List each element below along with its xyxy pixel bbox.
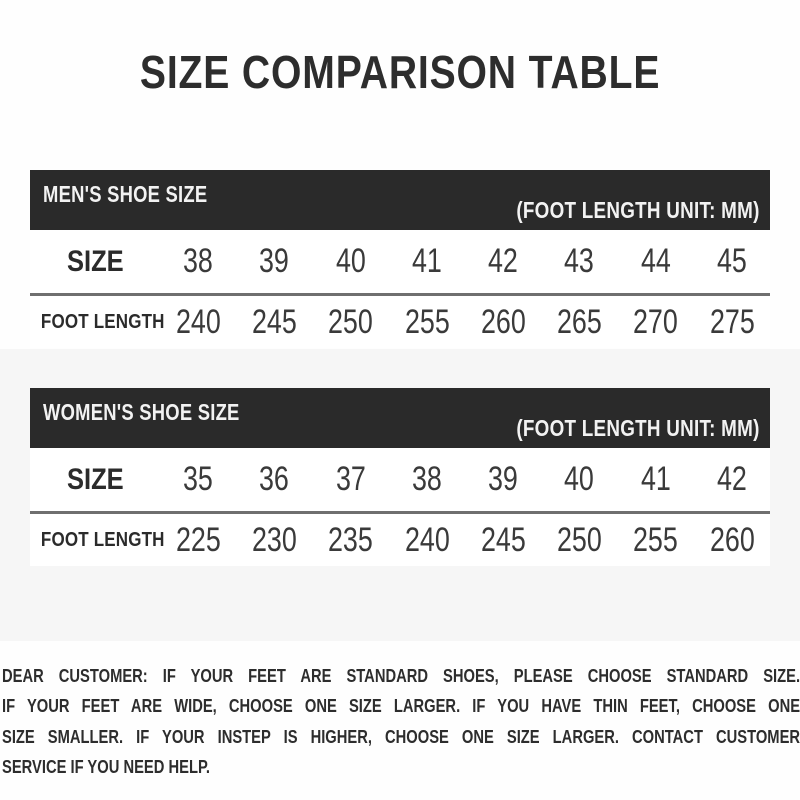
size-cell: 39: [488, 460, 519, 498]
foot-length-label: FOOT LENGTH: [40, 310, 165, 333]
foot-length-cell: 245: [251, 302, 297, 341]
size-cell: 40: [564, 460, 595, 498]
foot-length-cell: 275: [709, 302, 755, 341]
mens-unit-note: (FOOT LENGTH UNIT: MM): [516, 197, 760, 223]
size-cell: 38: [183, 242, 214, 280]
customer-note-line: IF YOUR FEET ARE WIDE, CHOOSE ONE SIZE L…: [2, 696, 800, 717]
foot-length-cell: 240: [175, 302, 221, 341]
size-cell: 41: [640, 460, 671, 498]
mens-table-header: MEN'S SHOE SIZE (FOOT LENGTH UNIT: MM): [30, 170, 770, 230]
foot-length-label: FOOT LENGTH: [40, 528, 165, 551]
foot-length-cell: 260: [480, 302, 526, 341]
customer-note-line: DEAR CUSTOMER: IF YOUR FEET ARE STANDARD…: [2, 666, 800, 686]
foot-length-cell: 260: [709, 520, 755, 559]
size-cell: 42: [488, 242, 519, 280]
foot-length-cell: 250: [556, 520, 602, 559]
womens-size-row-label: SIZE: [30, 463, 160, 497]
mens-size-row-label: SIZE: [30, 245, 160, 279]
womens-foot-length-row: FOOT LENGTH 225 230 235 240 245 250 255 …: [30, 514, 770, 566]
size-cell: 35: [183, 460, 214, 498]
foot-length-cell: 255: [404, 302, 450, 341]
size-cell: 45: [716, 242, 747, 280]
foot-length-cell: 245: [480, 520, 526, 559]
womens-size-row: SIZE 35 36 37 38 39 40 41 42: [30, 448, 770, 514]
foot-length-cell: 250: [328, 302, 374, 341]
mens-size-table: MEN'S SHOE SIZE (FOOT LENGTH UNIT: MM) S…: [30, 170, 770, 348]
foot-length-cell: 240: [404, 520, 450, 559]
foot-length-cell: 270: [633, 302, 679, 341]
foot-length-cell: 265: [556, 302, 602, 341]
page-title-text: SIZE COMPARISON TABLE: [139, 46, 661, 98]
page-title: SIZE COMPARISON TABLE: [0, 44, 800, 100]
mens-foot-row-label: FOOT LENGTH: [30, 311, 165, 334]
foot-length-cell: 235: [328, 520, 374, 559]
customer-note: DEAR CUSTOMER: IF YOUR FEET ARE STANDARD…: [2, 661, 800, 783]
size-label: SIZE: [66, 462, 124, 496]
foot-length-cell: 255: [633, 520, 679, 559]
size-cell: 44: [640, 242, 671, 280]
size-cell: 38: [411, 460, 442, 498]
mens-size-row: SIZE 38 39 40 41 42 43 44 45: [30, 230, 770, 296]
size-cell: 37: [335, 460, 366, 498]
womens-foot-row-label: FOOT LENGTH: [30, 529, 165, 552]
size-cell: 43: [564, 242, 595, 280]
womens-size-table: WOMEN'S SHOE SIZE (FOOT LENGTH UNIT: MM)…: [30, 388, 770, 566]
customer-note-line: SIZE SMALLER. IF YOUR INSTEP IS HIGHER, …: [2, 726, 800, 747]
size-cell: 36: [259, 460, 290, 498]
foot-length-cell: 230: [251, 520, 297, 559]
size-label: SIZE: [66, 244, 124, 278]
mens-table-title: MEN'S SHOE SIZE: [43, 181, 208, 207]
size-cell: 42: [716, 460, 747, 498]
customer-note-line: SERVICE IF YOU NEED HELP.: [2, 757, 210, 778]
womens-unit-note: (FOOT LENGTH UNIT: MM): [516, 415, 760, 441]
size-cell: 40: [335, 242, 366, 280]
womens-table-title: WOMEN'S SHOE SIZE: [43, 399, 240, 425]
size-cell: 41: [411, 242, 442, 280]
size-cell: 39: [259, 242, 290, 280]
foot-length-cell: 225: [175, 520, 221, 559]
mens-foot-length-row: FOOT LENGTH 240 245 250 255 260 265 270 …: [30, 296, 770, 348]
womens-table-header: WOMEN'S SHOE SIZE (FOOT LENGTH UNIT: MM): [30, 388, 770, 448]
